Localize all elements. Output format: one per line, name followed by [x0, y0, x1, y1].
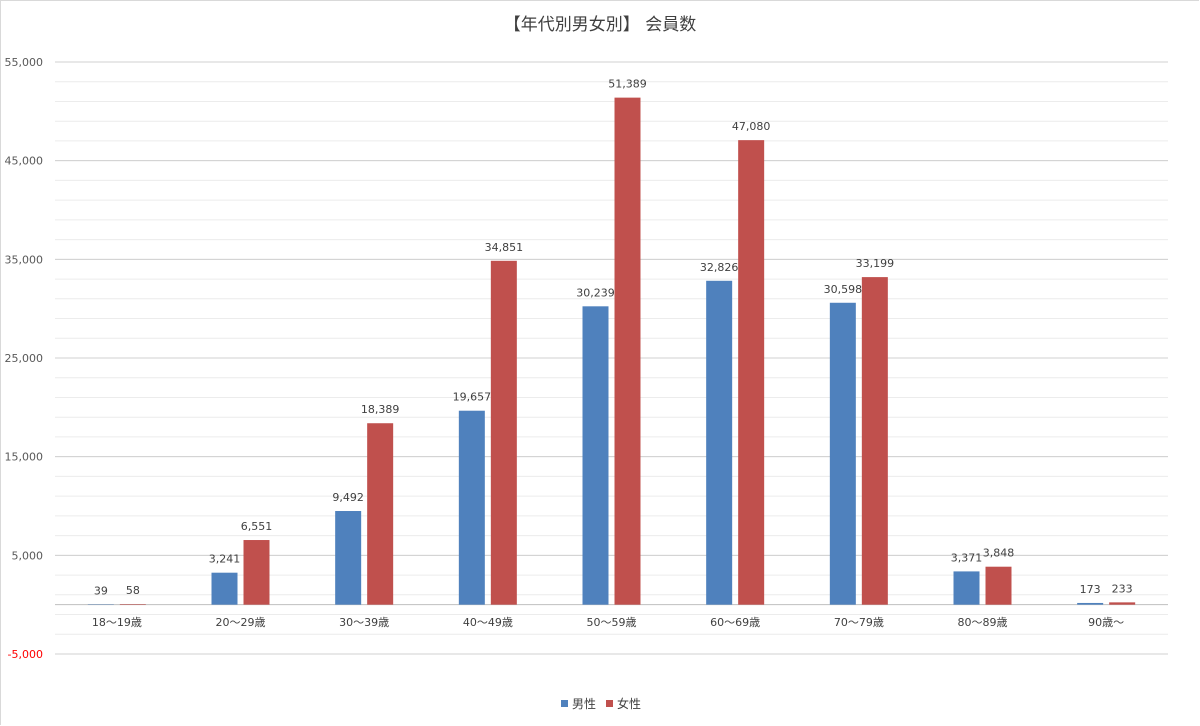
y-tick-label: 5,000 — [12, 549, 44, 562]
bar-male-1 — [211, 572, 238, 605]
y-tick-label: -5,000 — [8, 648, 43, 661]
data-label: 233 — [1112, 582, 1133, 595]
data-label: 39 — [94, 584, 108, 597]
y-tick-label: 55,000 — [5, 56, 44, 69]
data-label: 3,848 — [983, 547, 1015, 560]
category-label: 30～39歳 — [339, 616, 389, 629]
data-label: 3,241 — [209, 553, 241, 566]
y-tick-label: 15,000 — [5, 451, 44, 464]
category-label: 60～69歳 — [710, 616, 760, 629]
legend-label-female: 女性 — [617, 696, 641, 711]
data-label: 33,199 — [856, 257, 895, 270]
bar-female-6 — [861, 277, 888, 605]
chart-title: 【年代別男女別】 会員数 — [504, 15, 696, 35]
bar-female-3 — [490, 260, 517, 605]
data-labels: 39 58 3,241 6,551 9,492 18,389 19,657 34,851 30,… — [94, 78, 1133, 598]
bar-female-2 — [367, 423, 394, 605]
bar-male-3 — [458, 410, 485, 605]
data-label: 58 — [126, 584, 140, 597]
data-label: 30,598 — [824, 283, 863, 296]
y-axis: 55,000 45,000 35,000 25,000 15,000 5,000 -5,00… — [5, 56, 44, 661]
legend-swatch-male — [561, 700, 568, 707]
category-label: 80～89歳 — [958, 616, 1008, 629]
bar-male-2 — [335, 511, 362, 605]
data-label: 3,371 — [951, 551, 983, 564]
legend-label-male: 男性 — [572, 697, 596, 711]
category-label: 18～19歳 — [92, 616, 142, 629]
bar-female-4 — [614, 97, 641, 605]
bar-female-7 — [985, 566, 1012, 605]
data-label: 18,389 — [361, 403, 400, 416]
data-label: 173 — [1080, 583, 1101, 596]
y-tick-label: 35,000 — [5, 253, 44, 266]
data-label: 30,239 — [576, 286, 615, 299]
data-label: 9,492 — [332, 491, 364, 504]
legend-swatch-female — [606, 700, 613, 707]
y-tick-label: 45,000 — [5, 155, 44, 168]
bar-female-5 — [738, 140, 765, 605]
bar-male-7 — [953, 571, 980, 605]
category-label: 20～29歳 — [216, 616, 266, 629]
data-label: 34,851 — [485, 241, 524, 254]
gridlines — [55, 61, 1168, 655]
bar-male-6 — [829, 302, 856, 605]
y-tick-label: 25,000 — [5, 352, 44, 365]
data-label: 51,389 — [608, 78, 647, 91]
x-axis: 18～19歳 20～29歳 30～39歳 40～49歳 50～59歳 60～69歳 70～7… — [92, 616, 1124, 629]
bars — [87, 97, 1136, 605]
data-label: 19,657 — [453, 391, 492, 404]
bar-male-4 — [582, 306, 609, 605]
category-label: 50～59歳 — [587, 616, 637, 629]
bar-male-8 — [1077, 602, 1104, 605]
bar-male-5 — [706, 280, 733, 605]
category-label: 90歳～ — [1088, 616, 1124, 629]
bar-female-0 — [119, 604, 146, 605]
bar-female-8 — [1109, 602, 1136, 605]
data-label: 47,080 — [732, 120, 771, 133]
bar-female-1 — [243, 540, 270, 605]
data-label: 32,826 — [700, 261, 739, 274]
data-label: 6,551 — [241, 520, 273, 533]
legend: 男性 女性 — [561, 696, 641, 711]
category-label: 40～49歳 — [463, 616, 513, 629]
category-label: 70～79歳 — [834, 616, 884, 629]
